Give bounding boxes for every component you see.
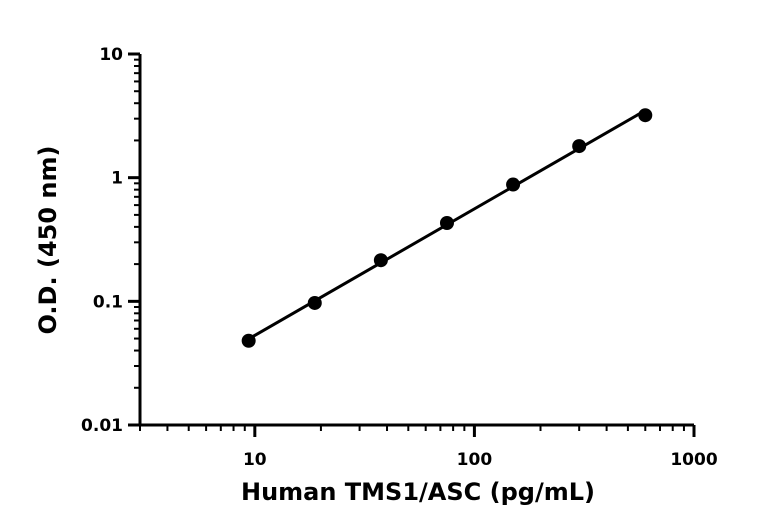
tick-labels: 0.01 0.1 1 10 10 100 1000 xyxy=(81,45,718,470)
y-tick-label: 10 xyxy=(99,45,123,65)
x-axis-title: Human TMS1/ASC (pg/mL) xyxy=(241,478,595,506)
data-point xyxy=(439,215,454,230)
x-tick-label: 100 xyxy=(457,450,493,470)
data-point xyxy=(638,108,653,123)
y-axis-title: O.D. (450 nm) xyxy=(34,146,62,335)
y-ticks xyxy=(128,52,140,427)
x-ticks xyxy=(139,425,696,437)
data-point xyxy=(506,177,521,192)
x-tick-label: 1000 xyxy=(670,450,717,470)
y-tick-label: 1 xyxy=(111,169,123,189)
axes xyxy=(138,54,694,427)
data-point xyxy=(373,253,388,268)
x-tick-label: 10 xyxy=(243,450,267,470)
data-series xyxy=(241,108,653,348)
data-point xyxy=(307,295,322,310)
data-point xyxy=(241,333,256,348)
data-point xyxy=(572,139,587,154)
y-tick-label: 0.01 xyxy=(81,416,123,436)
y-tick-label: 0.1 xyxy=(93,292,123,312)
